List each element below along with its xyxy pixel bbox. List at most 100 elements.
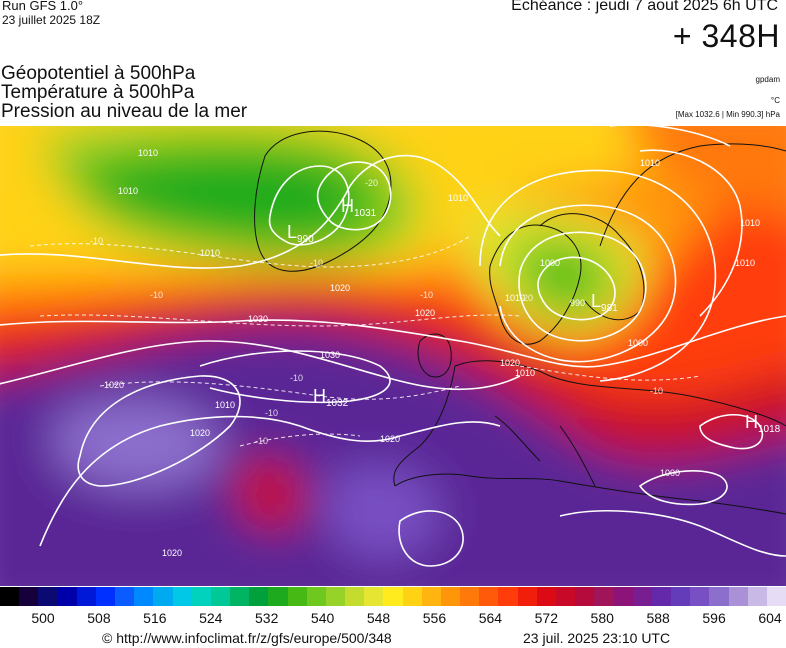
scale-tick-label: 516 bbox=[143, 610, 167, 626]
isotherm-label: -10 bbox=[265, 408, 278, 418]
isobar-label: 1020 bbox=[415, 308, 435, 318]
isobar-label: 1020 bbox=[104, 380, 124, 390]
low-pressure-center: L981 bbox=[591, 291, 618, 314]
isobar-label: 1010 bbox=[505, 293, 525, 303]
render-timestamp: 23 juil. 2025 23:10 UTC bbox=[523, 630, 671, 646]
scale-swatch bbox=[498, 587, 518, 606]
scale-swatch bbox=[460, 587, 480, 606]
scale-swatch bbox=[172, 587, 192, 606]
scale-swatch bbox=[57, 587, 77, 606]
scale-swatch bbox=[766, 587, 786, 606]
scale-tick-label: 596 bbox=[702, 610, 726, 626]
scale-tick-label: 580 bbox=[590, 610, 614, 626]
isotherm-label: -10 bbox=[420, 290, 433, 300]
scale-swatch bbox=[76, 587, 96, 606]
isotherm-label: -10 bbox=[90, 236, 103, 246]
isotherms bbox=[29, 235, 701, 447]
low-pressure-center: L990 bbox=[287, 222, 314, 245]
scale-swatch bbox=[210, 587, 231, 606]
scale-swatch bbox=[747, 587, 767, 606]
scale-tick-label: 588 bbox=[646, 610, 670, 626]
isobar-label: 1000 bbox=[540, 258, 560, 268]
pressure-centers: H1032 H1031 L990 L981 H1018 bbox=[287, 196, 781, 435]
scale-swatch bbox=[402, 587, 422, 606]
scale-tick-label: 540 bbox=[310, 610, 335, 626]
isobar-label: 1030 bbox=[248, 314, 268, 324]
isotherm-labels: -10 -10 -20 -10 -10 -10 -10 -20 -10 -10 bbox=[90, 178, 663, 446]
scale-swatch bbox=[517, 587, 537, 606]
scale-swatch bbox=[38, 587, 58, 606]
scale-tick-label: 548 bbox=[366, 610, 391, 626]
scale-swatch bbox=[690, 587, 710, 606]
isobar-label: 1010 bbox=[640, 158, 660, 168]
scale-swatch bbox=[364, 587, 384, 606]
lead-time: + 348H bbox=[672, 18, 780, 54]
isobar-label: 990 bbox=[570, 298, 585, 308]
run-date: 23 juillet 2025 18Z bbox=[2, 13, 101, 27]
isobar-label: 1010 bbox=[200, 248, 220, 258]
run-title: Run GFS 1.0° bbox=[2, 0, 84, 13]
isobar-label: 1010 bbox=[448, 193, 468, 203]
isotherm-label: -20 bbox=[365, 178, 378, 188]
isobar-label: 1020 bbox=[380, 434, 400, 444]
isobar-label: 1000 bbox=[660, 468, 680, 478]
scale-swatch bbox=[345, 587, 365, 606]
scale-swatch bbox=[536, 587, 556, 606]
scale-swatch bbox=[421, 587, 441, 606]
isobar-label: 1020 bbox=[162, 548, 182, 558]
scale-tick-label: 500 bbox=[31, 610, 55, 626]
scale-swatch bbox=[153, 587, 173, 606]
high-pressure-center: H1032 bbox=[313, 386, 349, 409]
unit-geopotential: gpdam bbox=[755, 75, 780, 84]
high-pressure-center: H1031 bbox=[341, 196, 377, 219]
param-pressure: Pression au niveau de la mer bbox=[1, 101, 248, 122]
scale-swatch bbox=[0, 587, 20, 606]
scale-swatch bbox=[632, 587, 652, 606]
scale-tick-label: 572 bbox=[534, 610, 558, 626]
scale-swatch bbox=[268, 587, 288, 606]
scale-swatch bbox=[95, 587, 116, 606]
unit-temperature: °C bbox=[771, 96, 780, 105]
scale-swatch bbox=[440, 587, 461, 606]
scale-swatch bbox=[325, 587, 346, 606]
param-geopotential: Géopotentiel à 500hPa bbox=[1, 63, 196, 84]
scale-tick-label: 556 bbox=[422, 610, 447, 626]
scale-swatch bbox=[134, 587, 154, 606]
color-scale-ticks: 500 508 516 524 532 540 548 556 564 572 580 588 596 6… bbox=[0, 610, 786, 628]
geopotential-field bbox=[0, 126, 786, 586]
scale-swatch bbox=[651, 587, 672, 606]
isotherm-label: -10 bbox=[650, 386, 663, 396]
scale-swatch bbox=[728, 587, 748, 606]
scale-swatch bbox=[671, 587, 691, 606]
isotherm-label: -10 bbox=[255, 436, 268, 446]
source-url: © http://www.infoclimat.fr/z/gfs/europe/… bbox=[102, 630, 392, 646]
scale-swatch bbox=[191, 587, 211, 606]
isotherm-label: -10 bbox=[150, 290, 163, 300]
isobar-label: 1010 bbox=[740, 218, 760, 228]
scale-tick-label: 604 bbox=[758, 610, 782, 626]
scale-swatch bbox=[287, 587, 307, 606]
isobar-labels: 1010102010301020101010101020103010201010… bbox=[104, 148, 760, 558]
isobar-label: 1010 bbox=[515, 368, 535, 378]
isotherm-label: -20 bbox=[520, 293, 533, 303]
isobar-label: 1020 bbox=[330, 283, 350, 293]
isobar-label: 1010 bbox=[118, 186, 138, 196]
scale-swatch bbox=[19, 587, 39, 606]
isobar-label: 1020 bbox=[500, 358, 520, 368]
isobar-label: 1000 bbox=[628, 338, 648, 348]
unit-pressure-range: [Max 1032.6 | Min 990.3] hPa bbox=[675, 110, 780, 119]
color-scale bbox=[0, 587, 786, 606]
scale-swatch bbox=[613, 587, 633, 606]
scale-tick-label: 508 bbox=[87, 610, 111, 626]
scale-swatch bbox=[575, 587, 595, 606]
scale-tick-label: 564 bbox=[478, 610, 503, 626]
isotherm-label: -10 bbox=[290, 373, 303, 383]
scale-swatch bbox=[594, 587, 614, 606]
weather-map: 1010102010301020101010101020103010201010… bbox=[0, 126, 786, 586]
isobar-label: 1010 bbox=[138, 148, 158, 158]
isobar-label: 1010 bbox=[215, 400, 235, 410]
scale-swatch bbox=[479, 587, 499, 606]
scale-swatch bbox=[249, 587, 269, 606]
scale-swatch bbox=[555, 587, 576, 606]
scale-swatch bbox=[709, 587, 729, 606]
